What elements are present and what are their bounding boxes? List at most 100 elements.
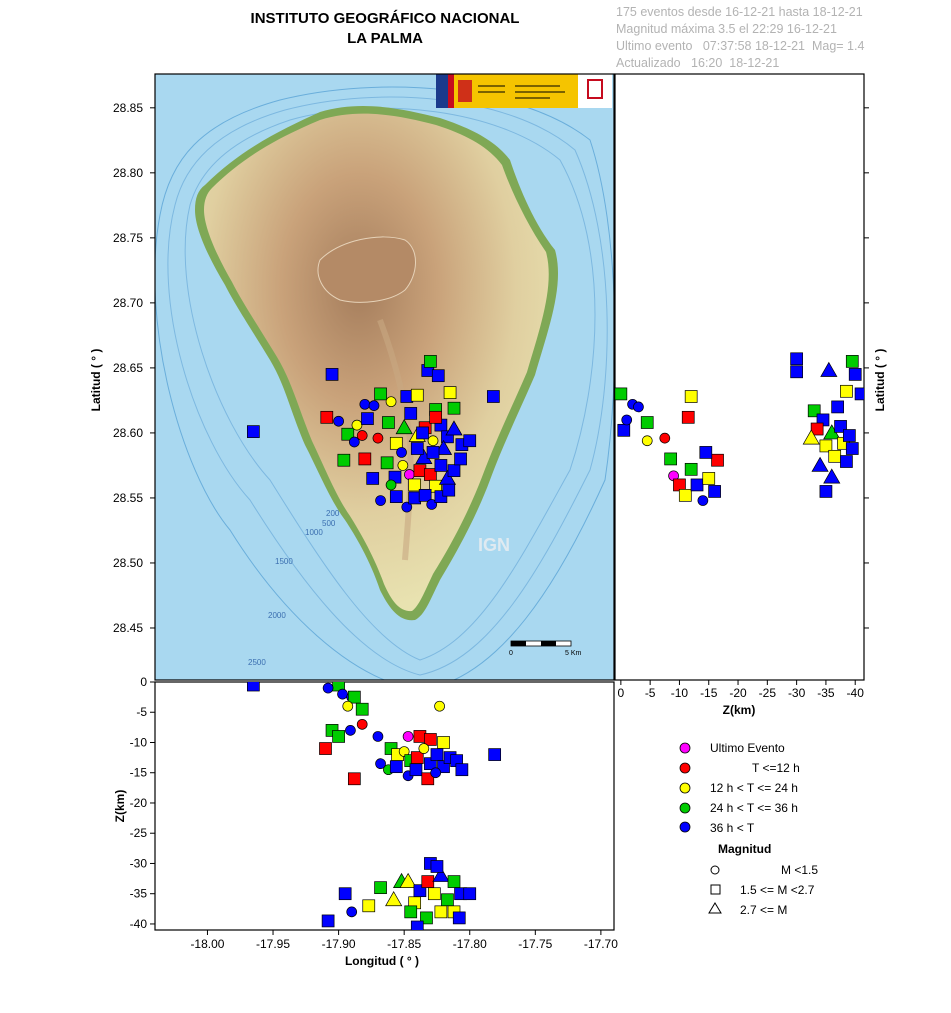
epicenter-marker (348, 436, 360, 448)
hypocenter-marker (402, 731, 414, 742)
hypocenter-marker (697, 495, 709, 506)
hypocenter-marker (337, 688, 348, 700)
hypocenter-marker (463, 887, 477, 901)
hypocenter-marker (845, 442, 859, 455)
longitude-tick-label: -18.00 (190, 937, 224, 951)
x-axis-label-depth: Z(km) (723, 703, 756, 717)
hypocenter-marker (711, 453, 724, 467)
epicenter-marker (351, 419, 363, 431)
epicenter-marker (382, 416, 395, 429)
epicenter-marker (426, 499, 438, 510)
epicenter-marker (395, 419, 413, 435)
legend-swatch-older (679, 821, 691, 833)
depth-tick-label: -15 (700, 686, 718, 700)
epicenter-marker (443, 386, 457, 399)
hypocenter-marker (322, 682, 334, 694)
hypocenter-marker (854, 387, 864, 401)
hypocenter-marker (840, 455, 853, 468)
agency-logo (436, 74, 612, 108)
epicenter-marker (385, 479, 397, 491)
epicenter-marker (454, 452, 467, 466)
epicenter-marker (247, 425, 260, 438)
depth-tick-label: -35 (130, 887, 148, 901)
hypocenter-marker (355, 702, 369, 716)
hypocenter-marker (441, 893, 454, 907)
epicenter-marker (463, 434, 477, 448)
hypocenter-marker (690, 478, 704, 492)
hypocenter-marker (447, 875, 461, 888)
depth-tick-label: -5 (136, 705, 147, 719)
hypocenter-marker (681, 410, 695, 424)
epicenter-marker (401, 501, 413, 513)
hypocenter-marker (828, 449, 842, 463)
hypocenter-marker (347, 690, 361, 704)
page-title-line1: INSTITUTO GEOGRÁFICO NACIONAL (250, 10, 520, 27)
depth-tick-label: -20 (729, 686, 747, 700)
map-frame (154, 73, 615, 681)
epicenter-marker (447, 401, 461, 415)
info-line-last-event: Ultimo evento 07:37:58 18-12-21 Mag= 1.4 (616, 39, 865, 53)
hypocenter-marker (399, 872, 417, 888)
scale-bar-end-label: 5 Km (565, 650, 582, 657)
epicenter-marker (396, 447, 407, 458)
hypocenter-marker (247, 682, 260, 692)
hypocenter-marker (684, 390, 698, 403)
hypocenter-marker (659, 432, 671, 444)
legend-label-t12: T <=12 h (752, 761, 800, 775)
hypocenter-marker (678, 488, 692, 502)
map-epicenters (247, 355, 500, 513)
x-axis-label-longitude: Longitud ( ° ) (345, 954, 419, 968)
hypocenter-marker (488, 748, 502, 761)
island-land (204, 113, 549, 612)
contour-label-2000: 2000 (268, 611, 286, 620)
latitude-tick-label: 28.80 (113, 166, 143, 180)
hypocenter-marker (398, 746, 410, 757)
epicenter-marker (375, 495, 386, 506)
hypocenter-marker (345, 725, 356, 736)
legend-label-large-magnitude: 2.7 <= M (740, 903, 787, 917)
hypocenter-marker (617, 423, 631, 437)
legend-shape-square (710, 884, 721, 895)
legend-swatch-t12 (679, 762, 691, 774)
legend-swatch-t24 (679, 782, 691, 794)
hypocenter-marker (347, 772, 361, 786)
legend-swatch-t36 (679, 802, 691, 814)
hypocenter-marker (840, 384, 853, 398)
hypocenter-marker (404, 905, 418, 919)
hypocenter-marker (321, 914, 335, 928)
scale-bar-start-label: 0 (509, 650, 513, 657)
hypocenter-marker (421, 772, 435, 786)
epicenter-marker (366, 472, 380, 485)
hypocenter-marker (432, 866, 450, 882)
bathymetry-contour (155, 86, 614, 680)
y-axis-label-left: Latitud ( ° ) (89, 349, 103, 412)
hypocenter-marker (684, 462, 698, 476)
epicenter-marker (404, 469, 415, 480)
hypocenter-marker (418, 743, 430, 754)
ign-watermark: IGN (478, 535, 510, 555)
longitude-tick-label: -17.70 (584, 937, 618, 951)
legend-label-t24: 12 h < T <= 24 h (710, 781, 798, 795)
hypocenter-marker (621, 414, 633, 426)
hypocenter-marker (820, 361, 838, 377)
hypocenter-marker (437, 736, 450, 749)
epicenter-marker (389, 436, 403, 450)
epicenter-marker (320, 410, 334, 424)
depth-latitude-frame (614, 73, 865, 681)
hypocenter-marker (810, 422, 824, 436)
hypocenter-marker (843, 429, 856, 442)
hypocenter-marker (346, 906, 358, 918)
epicenter-marker (447, 464, 461, 477)
epicenter-marker (486, 390, 500, 403)
latitude-tick-label: 28.55 (113, 491, 143, 505)
legend-label-mid-magnitude: 1.5 <= M <2.7 (740, 883, 815, 897)
hypocenter-marker (424, 733, 437, 746)
hypocenter-marker (410, 920, 424, 930)
epicenter-marker (368, 400, 380, 411)
epicenter-marker (410, 442, 424, 455)
epicenter-marker (397, 460, 409, 471)
legend: Ultimo Evento T <=12 h 12 h < T <= 24 h … (679, 741, 818, 917)
hypocenter-marker (430, 860, 444, 873)
hypocenter-marker (811, 456, 829, 472)
hypocenter-marker (434, 700, 445, 712)
